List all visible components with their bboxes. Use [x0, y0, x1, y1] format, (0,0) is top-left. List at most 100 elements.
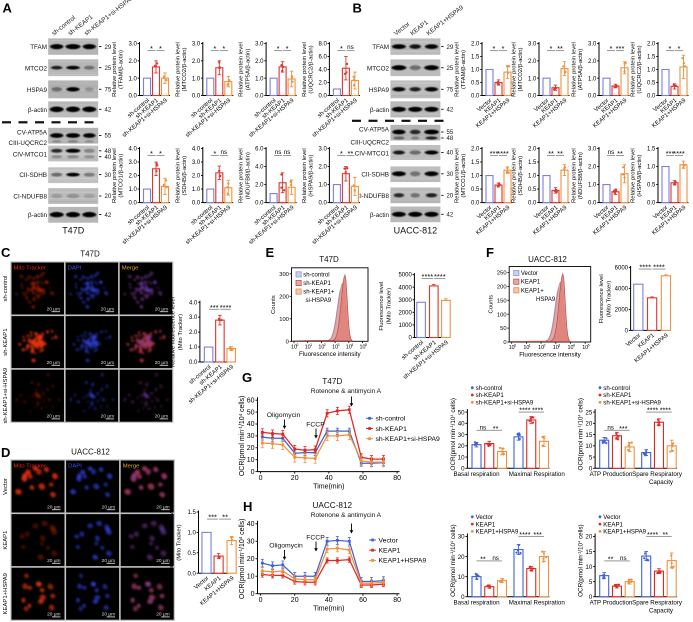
svg-text:Rotenone & antimycin A: Rotenone & antimycin A	[311, 388, 382, 395]
svg-text:Relative protein level: Relative protein level	[572, 148, 578, 203]
svg-text:Capacity: Capacity	[649, 608, 674, 615]
svg-text:DAPI: DAPI	[68, 266, 82, 272]
svg-text:0: 0	[296, 343, 298, 347]
svg-text:KEAP1: KEAP1	[521, 280, 541, 286]
svg-text:β-actin: β-actin	[370, 107, 390, 114]
svg-text:****: ****	[653, 263, 665, 272]
svg-text:20 μm: 20 μm	[156, 558, 169, 564]
svg-text:3.0: 3.0	[255, 42, 264, 48]
svg-text:HSPA9: HSPA9	[536, 297, 556, 303]
svg-text:2.0: 2.0	[647, 42, 656, 48]
svg-text:4: 4	[351, 343, 353, 347]
svg-text:Relative protein level: Relative protein level	[175, 148, 181, 203]
svg-text:15: 15	[585, 549, 592, 556]
svg-text:FCCP: FCCP	[306, 422, 325, 429]
svg-text:40: 40	[458, 421, 465, 428]
svg-text:T47D: T47D	[62, 226, 85, 236]
svg-text:2.0: 2.0	[471, 42, 480, 48]
svg-text:ns: ns	[275, 149, 282, 156]
svg-text:30: 30	[447, 172, 454, 178]
svg-text:1.0: 1.0	[471, 174, 480, 180]
svg-text:MTCO2: MTCO2	[25, 65, 48, 72]
svg-text:40: 40	[247, 521, 255, 528]
svg-text:10: 10	[360, 344, 366, 350]
svg-text:TFAM: TFAM	[30, 44, 47, 51]
svg-text:OCR(pmol min-1/104 cells): OCR(pmol min-1/104 cells)	[448, 398, 457, 471]
svg-text:0: 0	[259, 597, 263, 604]
svg-text:Basal respiration: Basal respiration	[453, 599, 500, 606]
svg-text:CII-SDHB: CII-SDHB	[361, 171, 389, 178]
svg-text:3: 3	[338, 343, 340, 347]
svg-text:5000: 5000	[398, 273, 412, 279]
svg-text:E: E	[266, 245, 275, 260]
svg-text:0.0: 0.0	[188, 571, 197, 577]
svg-text:1.0: 1.0	[129, 187, 138, 193]
svg-text:sh-KEAP1+si-HSPA9: sh-KEAP1+si-HSPA9	[603, 400, 661, 407]
svg-text:KEAP1: KEAP1	[379, 548, 401, 555]
svg-text:*: *	[286, 44, 289, 53]
svg-text:1.0: 1.0	[255, 76, 264, 82]
svg-text:0.0: 0.0	[588, 201, 597, 207]
svg-text:(MTCO1/β-actin): (MTCO1/β-actin)	[119, 154, 125, 198]
svg-text:80: 80	[393, 475, 401, 482]
svg-text:Merge: Merge	[123, 464, 140, 470]
svg-text:**: **	[347, 149, 353, 158]
svg-text:20 μm: 20 μm	[156, 504, 169, 510]
svg-text:40: 40	[105, 155, 112, 161]
svg-text:25: 25	[447, 66, 454, 72]
svg-text:****: ****	[220, 303, 232, 312]
svg-text:20: 20	[585, 421, 592, 428]
svg-text:Relative fluorescence level: Relative fluorescence level	[170, 297, 176, 367]
svg-text:25: 25	[585, 409, 592, 416]
svg-text:6000: 6000	[615, 266, 629, 272]
svg-text:UACC-812: UACC-812	[71, 448, 110, 457]
svg-text:10: 10	[585, 564, 592, 571]
svg-text:****: ****	[519, 406, 530, 415]
svg-text:si-HSPA9: si-HSPA9	[306, 298, 332, 304]
svg-text:****: ****	[532, 406, 543, 415]
svg-text:TFAM: TFAM	[372, 44, 389, 51]
svg-text:*: *	[678, 44, 681, 53]
svg-text:30: 30	[458, 432, 465, 439]
svg-text:40: 40	[325, 597, 333, 604]
svg-text:**: **	[493, 424, 499, 433]
svg-text:42: 42	[105, 213, 112, 219]
svg-text:1.5: 1.5	[647, 147, 656, 153]
svg-text:0.0: 0.0	[192, 94, 201, 100]
svg-text:20: 20	[105, 194, 112, 200]
svg-text:***: ***	[490, 149, 499, 158]
svg-text:****: ****	[519, 530, 530, 539]
svg-text:20 μm: 20 μm	[47, 558, 60, 564]
svg-text:0.0: 0.0	[471, 201, 480, 207]
svg-text:sh-control: sh-control	[303, 272, 329, 278]
svg-text:4.0: 4.0	[189, 300, 198, 306]
svg-text:***: ***	[619, 424, 628, 433]
svg-text:Spare Respiratory: Spare Respiratory	[632, 599, 683, 606]
svg-text:40: 40	[325, 475, 333, 482]
svg-text:ns: ns	[492, 555, 499, 562]
svg-text:Fluorescence intensity: Fluorescence intensity	[299, 351, 361, 358]
svg-text:Time(min): Time(min)	[313, 484, 344, 491]
svg-text:30: 30	[458, 534, 465, 541]
svg-text:3.0: 3.0	[192, 160, 201, 166]
svg-text:Relative protein level: Relative protein level	[302, 148, 308, 203]
svg-text:2.0: 2.0	[255, 183, 264, 189]
svg-text:75: 75	[105, 88, 112, 94]
svg-text:1.5: 1.5	[471, 55, 480, 61]
svg-text:3.0: 3.0	[588, 42, 597, 48]
svg-text:CI-NDUFB8: CI-NDUFB8	[355, 193, 389, 200]
svg-text:Time(min): Time(min)	[313, 606, 344, 613]
svg-text:OCR(pmol min-1/104 cells): OCR(pmol min-1/104 cells)	[576, 524, 585, 597]
svg-text:KEAP1: KEAP1	[3, 531, 9, 550]
svg-text:10: 10	[458, 574, 465, 581]
svg-text:Fluorescence level: Fluorescence level	[599, 274, 605, 323]
svg-text:***: ***	[616, 44, 625, 53]
svg-text:(NDUFB8/β-actin): (NDUFB8/β-actin)	[578, 152, 584, 199]
svg-text:*: *	[213, 44, 216, 53]
svg-text:20: 20	[247, 445, 255, 452]
svg-text:*: *	[150, 44, 153, 53]
svg-text:60: 60	[359, 475, 367, 482]
svg-text:29: 29	[105, 45, 112, 51]
svg-text:(NDUFB8/β-actin): (NDUFB8/β-actin)	[245, 152, 251, 199]
svg-text:KEAP1+HSPA9: KEAP1+HSPA9	[3, 573, 9, 614]
